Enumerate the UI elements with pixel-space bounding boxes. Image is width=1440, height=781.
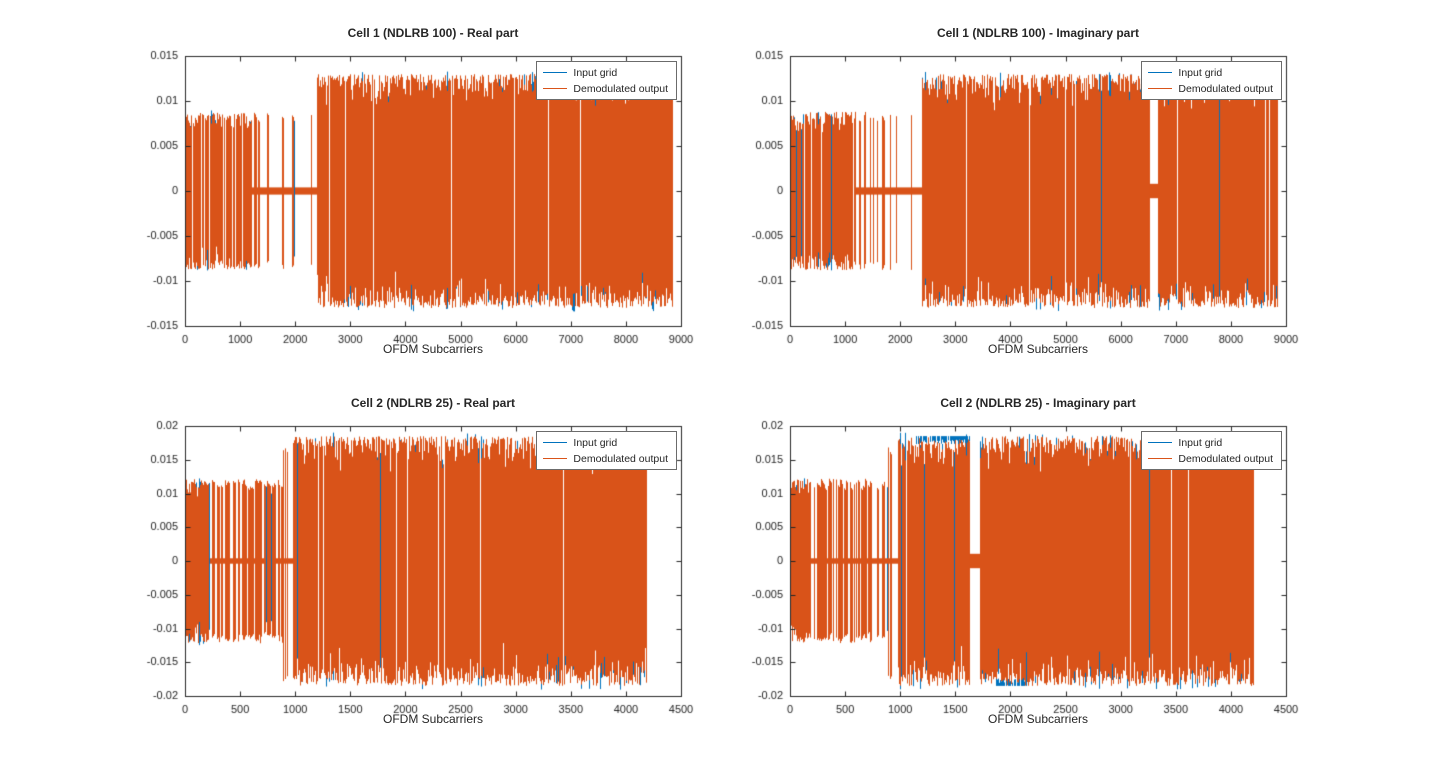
legend-label: Demodulated output [1178,452,1273,465]
legend-label: Input grid [573,66,618,79]
legend-entry: Input grid [543,436,668,449]
legend: Input grid Demodulated output [1141,61,1282,100]
legend-label: Demodulated output [573,82,668,95]
x-axis-label: OFDM Subcarriers [382,342,483,356]
subplot-cell1-imaginary: Cell 1 (NDLRB 100) - Imaginary part OFDM… [728,22,1300,372]
legend-entry: Demodulated output [1148,452,1273,465]
legend-line-swatch [1148,72,1173,73]
legend-line-swatch [543,72,568,73]
legend-entry: Demodulated output [543,452,668,465]
legend-entry: Input grid [1148,66,1273,79]
plot-title: Cell 2 (NDLRB 25) - Real part [350,396,516,410]
legend: Input grid Demodulated output [536,61,677,100]
subplot-cell1-real: Cell 1 (NDLRB 100) - Real part OFDM Subc… [123,22,695,372]
subplot-cell2-real: Cell 2 (NDLRB 25) - Real part OFDM Subca… [123,392,695,742]
legend-line-swatch [543,442,568,443]
legend-label: Demodulated output [573,452,668,465]
legend-entry: Input grid [543,66,668,79]
plot-title: Cell 1 (NDLRB 100) - Real part [347,26,519,40]
legend-entry: Demodulated output [1148,82,1273,95]
legend-label: Input grid [1178,436,1223,449]
x-axis-label: OFDM Subcarriers [987,712,1088,726]
legend-entry: Demodulated output [543,82,668,95]
legend-line-swatch [543,88,568,89]
legend-line-swatch [1148,458,1173,459]
legend-line-swatch [1148,442,1173,443]
subplot-cell2-imaginary: Cell 2 (NDLRB 25) - Imaginary part OFDM … [728,392,1300,742]
legend: Input grid Demodulated output [1141,431,1282,470]
legend-line-swatch [543,458,568,459]
legend-label: Input grid [1178,66,1223,79]
x-axis-label: OFDM Subcarriers [382,712,483,726]
legend-entry: Input grid [1148,436,1273,449]
plot-title: Cell 2 (NDLRB 25) - Imaginary part [940,396,1136,410]
legend-label: Demodulated output [1178,82,1273,95]
legend-label: Input grid [573,436,618,449]
subplot-grid: Cell 1 (NDLRB 100) - Real part OFDM Subc… [123,22,1300,742]
plot-title: Cell 1 (NDLRB 100) - Imaginary part [936,26,1140,40]
x-axis-label: OFDM Subcarriers [987,342,1088,356]
legend-line-swatch [1148,88,1173,89]
legend: Input grid Demodulated output [536,431,677,470]
